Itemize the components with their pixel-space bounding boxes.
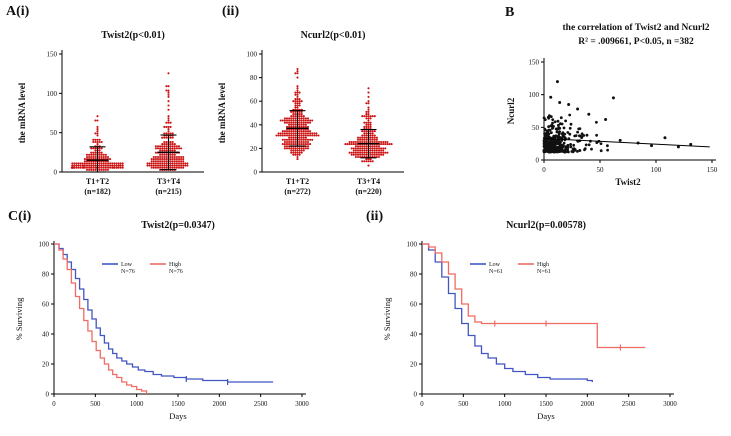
svg-text:80: 80 [410,271,418,279]
svg-text:100: 100 [47,90,58,98]
svg-text:Days: Days [537,411,554,421]
panel-label-a-i: A(i) [6,4,30,19]
panel-label-c-i: C(i) [8,209,32,224]
svg-text:500: 500 [90,401,101,408]
svg-text:the correlation of Twist2 and: the correlation of Twist2 and Ncurl2 [563,23,710,33]
svg-text:Low: Low [121,262,133,268]
svg-text:R² = .009661, P<0.05, n =382: R² = .009661, P<0.05, n =382 [578,37,694,47]
svg-text:60: 60 [250,98,258,106]
svg-text:100: 100 [247,51,258,59]
svg-text:3000: 3000 [663,401,677,408]
svg-text:High: High [537,262,549,268]
svg-text:0: 0 [52,401,56,408]
svg-text:1500: 1500 [171,401,185,408]
svg-text:(n=182): (n=182) [84,187,111,196]
svg-text:0: 0 [420,401,424,408]
svg-text:1000: 1000 [130,401,144,408]
svg-text:% Surviving: % Surviving [382,297,392,340]
panel-label-a-ii: (ii) [222,4,240,19]
svg-text:150: 150 [529,59,540,67]
svg-text:Twist2(p=0.0347): Twist2(p=0.0347) [141,220,215,231]
svg-text:60: 60 [42,301,50,309]
svg-text:0: 0 [46,391,50,399]
svg-text:60: 60 [410,301,418,309]
svg-text:1500: 1500 [539,401,553,408]
svg-text:80: 80 [42,271,50,279]
svg-text:100: 100 [407,241,418,249]
svg-text:100: 100 [39,241,50,249]
svg-text:(n=220): (n=220) [355,187,382,196]
svg-text:500: 500 [458,401,469,408]
svg-text:High: High [169,262,181,268]
svg-text:N=61: N=61 [489,269,503,275]
panel-label-c-ii: (ii) [366,209,384,224]
svg-text:50: 50 [597,166,605,174]
svg-text:1000: 1000 [498,401,512,408]
svg-text:(n=272): (n=272) [284,187,311,196]
svg-text:(n=215): (n=215) [155,187,182,196]
svg-text:Twist2: Twist2 [615,177,641,187]
svg-text:% Surviving: % Surviving [14,297,24,340]
svg-text:Low: Low [489,262,501,268]
svg-text:the mRNA level: the mRNA level [17,82,27,143]
svg-text:Ncurl2(p=0.00578): Ncurl2(p=0.00578) [506,220,586,231]
svg-text:the mRNA level: the mRNA level [217,82,227,143]
svg-text:20: 20 [250,145,258,153]
svg-text:Ncurl2(p<0.01): Ncurl2(p<0.01) [301,30,366,41]
svg-text:Twist2(p<0.01): Twist2(p<0.01) [101,30,165,41]
svg-text:Days: Days [169,411,186,421]
svg-text:0: 0 [542,166,546,174]
svg-text:40: 40 [410,331,418,339]
svg-text:100: 100 [651,166,662,174]
svg-text:2500: 2500 [254,401,268,408]
svg-text:T1+T2: T1+T2 [86,177,109,186]
svg-text:0: 0 [54,169,58,177]
svg-text:3000: 3000 [295,401,309,408]
svg-text:50: 50 [532,124,540,132]
svg-text:N=76: N=76 [121,269,135,275]
svg-text:100: 100 [529,91,540,99]
svg-text:150: 150 [707,166,718,174]
svg-text:T3+T4: T3+T4 [157,177,180,186]
svg-text:20: 20 [410,361,418,369]
svg-text:20: 20 [42,361,50,369]
svg-text:50: 50 [50,129,58,137]
svg-text:80: 80 [250,74,258,82]
svg-text:N=61: N=61 [537,269,551,275]
svg-text:Ncurl2: Ncurl2 [506,97,516,124]
svg-text:150: 150 [47,51,58,59]
correlation-scatter-plot: the correlation of Twist2 and Ncurl2 R² =… [506,23,718,187]
svg-text:40: 40 [42,331,50,339]
svg-text:2500: 2500 [622,401,636,408]
svg-text:2000: 2000 [213,401,227,408]
panel-label-b: B [505,5,515,20]
svg-text:40: 40 [250,121,258,129]
dot-plot-twist2-mrna: Twist2(p<0.01) 0 50 100 150 the mRNA level T1+… [17,30,204,196]
svg-text:2000: 2000 [581,401,595,408]
svg-text:T1+T2: T1+T2 [286,177,309,186]
svg-text:0: 0 [536,157,540,165]
svg-text:0: 0 [254,169,258,177]
dot-plot-ncurl2-mrna: Ncurl2(p<0.01) 0 20 40 60 80 100 the mRNA level… [217,30,404,196]
svg-text:T3+T4: T3+T4 [357,177,380,186]
svg-text:N=76: N=76 [169,269,183,275]
svg-text:0: 0 [414,391,418,399]
